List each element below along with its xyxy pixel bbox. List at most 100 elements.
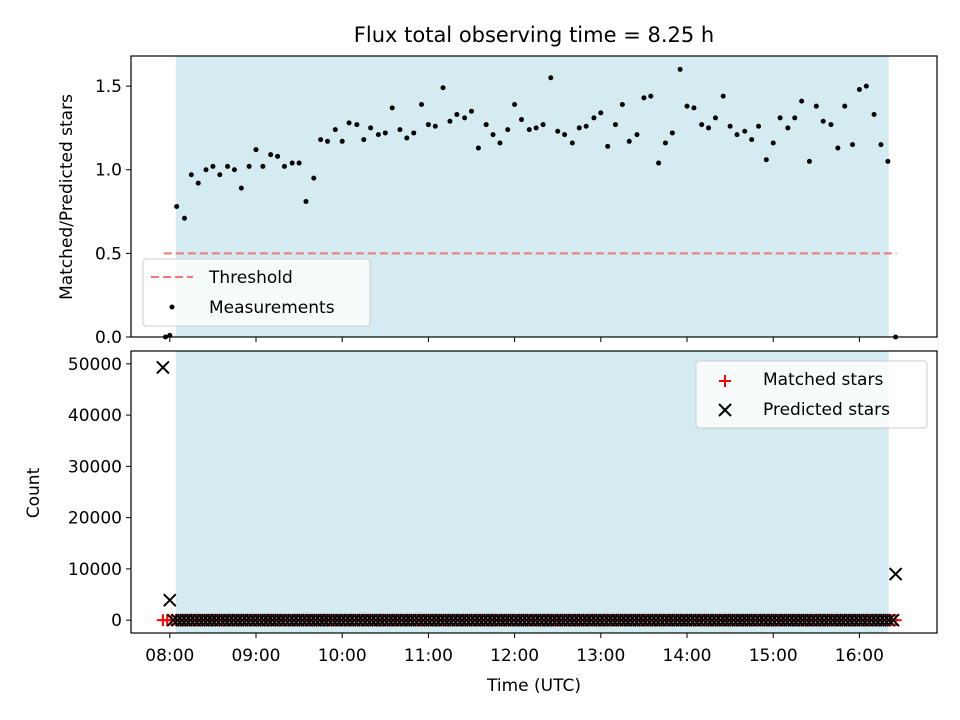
bottom-y-ticks: 0 10000 20000 30000 40000 50000 [68,355,131,631]
measurement-point [626,138,632,144]
measurement-point [540,122,546,128]
measurement-point [691,105,697,111]
measurement-point [253,147,259,153]
bottom-x-tick-label: 16:00 [835,646,884,666]
top-y-axis-label: Matched/Predicted stars [57,94,77,300]
measurement-point [231,167,237,173]
measurement-point [181,215,187,221]
measurement-point [505,127,511,133]
measurement-point [820,118,826,124]
measurement-point [656,160,662,166]
measurement-point [605,143,611,149]
measurement-point [799,98,805,104]
bottom-y-tick-label: 30000 [68,457,122,477]
measurement-point [871,112,877,118]
measurement-point [174,204,180,210]
measurement-point [281,163,287,169]
bottom-legend-box [695,360,928,429]
measurement-point [397,127,403,133]
measurement-point [856,86,862,92]
measurement-point [720,93,726,99]
measurement-point [555,128,561,134]
top-axes-frame [130,55,938,338]
measurement-point [756,123,762,129]
bottom-y-tick-label: 50000 [68,355,122,375]
measurement-point [225,163,231,169]
measurement-point [203,167,209,173]
predicted-star-marker [886,613,900,627]
measurement-point [699,122,705,128]
measurement-point [289,160,295,166]
measurement-point [792,115,798,121]
measurement-point [648,93,654,99]
measurement-point [454,112,460,118]
measurement-point [712,115,718,121]
measurement-point [346,120,352,126]
measurement-point [217,172,223,178]
measurement-point [303,199,309,205]
measurement-point [885,158,891,164]
measurement-point [727,123,733,129]
measurement-point [210,163,216,169]
top-y-tick-label: 1.5 [95,77,122,97]
measurement-point [462,115,468,121]
bottom-x-tick-label: 14:00 [663,646,712,666]
cross-stroke-b [163,593,177,607]
measurement-point [677,66,683,72]
measurement-point [763,157,769,163]
bottom-panel: 0 10000 20000 30000 40000 50000 08:00 09:00 10:… [24,350,938,696]
measurement-point [475,145,481,151]
bottom-y-tick-label: 10000 [68,560,122,580]
measurement-point [684,103,690,109]
cross-stroke-b [882,613,896,627]
measurement-point [548,75,554,81]
measurement-point [432,123,438,129]
measurement-point [375,132,381,138]
measurement-point [583,123,589,129]
top-measurement-points [162,66,899,340]
measurement-point [749,137,755,143]
measurement-point [497,140,503,146]
measurement-point [425,122,431,128]
legend-matched-swatch [719,375,731,387]
bottom-x-tick-label: 09:00 [231,646,280,666]
bottom-x-tick-label: 11:00 [404,646,453,666]
measurement-point [828,122,834,128]
measurement-point [296,160,302,166]
measurement-point [734,132,740,138]
measurement-point [260,163,266,169]
top-y-tick-label: 1.0 [95,161,122,181]
legend-threshold-label: Threshold [208,268,293,288]
measurement-point [483,122,489,128]
bottom-x-tick-label: 13:00 [576,646,625,666]
predicted-star-outlier [163,593,177,607]
predicted-star-outlier [156,360,170,375]
measurement-point [785,125,791,131]
legend-predicted-label: Predicted stars [763,400,890,420]
top-legend: Threshold Measurements [142,258,371,327]
measurement-point [806,158,812,164]
legend-predicted-swatch [718,403,732,417]
measurement-point [591,115,597,121]
measurement-point [850,142,856,148]
measurement-point [598,110,604,116]
bottom-x-tick-label: 12:00 [490,646,539,666]
bottom-legend: Matched stars Predicted stars [695,360,928,429]
bottom-y-tick-label: 0 [111,611,122,631]
measurement-point [512,102,518,108]
measurement-point [533,125,539,131]
cross-stroke-b [886,613,900,627]
measurement-point [318,137,324,143]
measurement-point [419,102,424,108]
measurement-point [361,137,367,143]
measurement-point [619,102,625,108]
measurement-point [842,103,848,109]
measurement-point [404,135,410,141]
top-x-ticks [169,337,860,342]
measurement-point [447,118,453,124]
measurement-point [835,145,841,151]
x-axis-label: Time (UTC) [486,676,581,696]
measurement-point [490,132,496,138]
bottom-y-tick-label: 20000 [68,509,122,529]
